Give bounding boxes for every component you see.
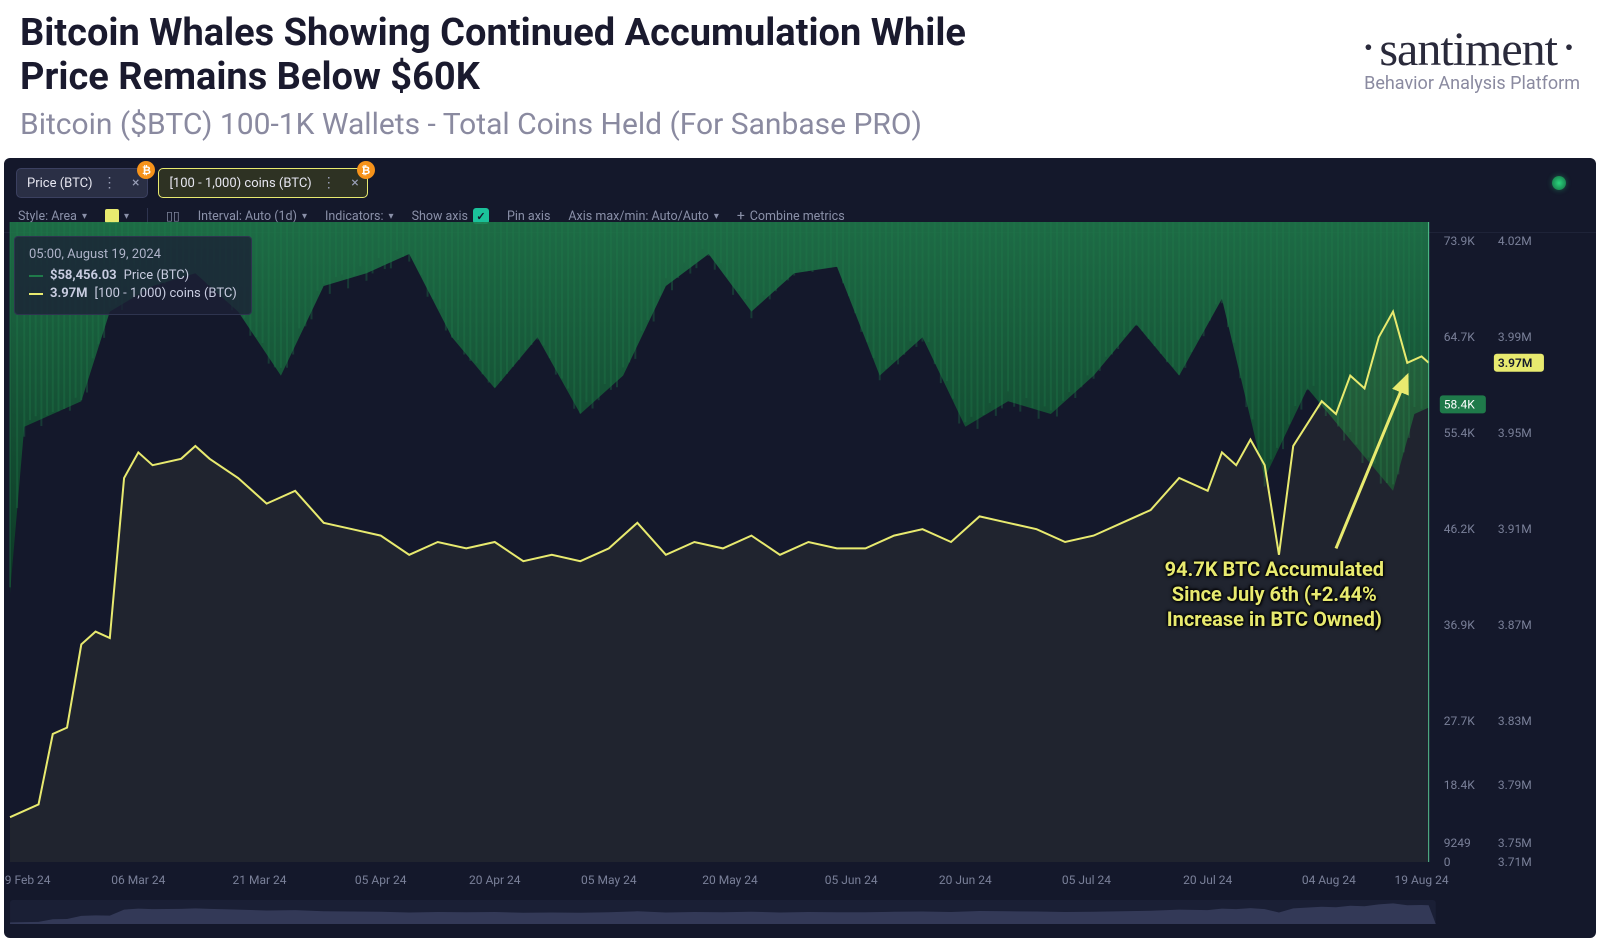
metric-pill-price[interactable]: Price (BTC) ⋮ × ₿ <box>16 168 148 198</box>
svg-text:3.75M: 3.75M <box>1498 836 1532 850</box>
metric-pill-row: Price (BTC) ⋮ × ₿ [100 - 1,000) coins (B… <box>4 158 1596 204</box>
metric-pill-coins[interactable]: [100 - 1,000) coins (BTC) ⋮ × ₿ <box>158 168 367 198</box>
tooltip-row: $58,456.03 Price (BTC) <box>29 268 237 283</box>
page-title: Bitcoin Whales Showing Continued Accumul… <box>20 12 1020 99</box>
svg-text:3.97M: 3.97M <box>1498 356 1533 370</box>
svg-text:19 Aug 24: 19 Aug 24 <box>1395 873 1449 887</box>
chart-app: Price (BTC) ⋮ × ₿ [100 - 1,000) coins (B… <box>4 158 1596 938</box>
svg-text:3.95M: 3.95M <box>1498 427 1532 441</box>
close-icon[interactable]: × <box>351 175 358 191</box>
svg-text:64.7K: 64.7K <box>1444 331 1475 345</box>
svg-text:73.9K: 73.9K <box>1444 235 1475 249</box>
annotation-line: 94.7K BTC Accumulated <box>1144 557 1404 582</box>
annotation-line: Increase in BTC Owned) <box>1144 607 1404 632</box>
svg-text:06 Mar 24: 06 Mar 24 <box>111 873 165 887</box>
svg-text:05 Apr 24: 05 Apr 24 <box>355 873 407 887</box>
pill-label: [100 - 1,000) coins (BTC) <box>169 176 311 191</box>
svg-text:58.4K: 58.4K <box>1444 398 1475 412</box>
svg-text:4.02M: 4.02M <box>1498 235 1532 249</box>
svg-text:27.7K: 27.7K <box>1444 715 1475 729</box>
svg-text:04 Aug 24: 04 Aug 24 <box>1302 873 1356 887</box>
chevron-down-icon: ▾ <box>124 211 129 222</box>
svg-text:20 Jul 24: 20 Jul 24 <box>1183 873 1232 887</box>
tooltip-row: 3.97M [100 - 1,000) coins (BTC) <box>29 286 237 301</box>
color-swatch[interactable]: ▾ <box>105 209 129 223</box>
chart-annotation: 94.7K BTC Accumulated Since July 6th (+2… <box>1144 557 1404 632</box>
svg-text:05 May 24: 05 May 24 <box>581 873 637 887</box>
svg-text:0: 0 <box>1444 855 1451 869</box>
series-dash-icon <box>29 293 43 295</box>
svg-text:18.4K: 18.4K <box>1444 779 1475 793</box>
svg-text:3.79M: 3.79M <box>1498 779 1532 793</box>
svg-text:19 Feb 24: 19 Feb 24 <box>4 873 51 887</box>
chevron-down-icon: ▾ <box>389 211 394 222</box>
series-dash-icon <box>29 275 43 277</box>
page-subtitle: Bitcoin ($BTC) 100-1K Wallets - Total Co… <box>20 107 1020 142</box>
svg-text:21 Mar 24: 21 Mar 24 <box>233 873 287 887</box>
chevron-down-icon: ▾ <box>302 211 307 222</box>
svg-text:46.2K: 46.2K <box>1444 523 1475 537</box>
pill-label: Price (BTC) <box>27 176 92 191</box>
svg-text:36.9K: 36.9K <box>1444 619 1475 633</box>
title-block: Bitcoin Whales Showing Continued Accumul… <box>20 12 1020 142</box>
close-icon[interactable]: × <box>132 175 139 191</box>
kebab-icon[interactable]: ⋮ <box>102 175 117 191</box>
annotation-line: Since July 6th (+2.44% <box>1144 582 1404 607</box>
header: Bitcoin Whales Showing Continued Accumul… <box>0 0 1600 150</box>
brand-name: santiment <box>1356 22 1580 77</box>
status-indicator-icon <box>1552 176 1566 190</box>
bitcoin-badge-icon: ₿ <box>137 161 155 179</box>
tooltip-label: Price (BTC) <box>124 268 189 283</box>
kebab-icon[interactable]: ⋮ <box>322 175 337 191</box>
svg-text:3.71M: 3.71M <box>1498 855 1532 869</box>
tooltip-timestamp: 05:00, August 19, 2024 <box>29 247 237 262</box>
svg-text:9249: 9249 <box>1444 836 1471 850</box>
svg-text:20 Jun 24: 20 Jun 24 <box>939 873 992 887</box>
bitcoin-badge-icon: ₿ <box>357 161 375 179</box>
brand-block: santiment Behavior Analysis Platform <box>1356 12 1580 94</box>
svg-text:3.99M: 3.99M <box>1498 331 1532 345</box>
brand-tagline: Behavior Analysis Platform <box>1356 73 1580 94</box>
hover-tooltip: 05:00, August 19, 2024 $58,456.03 Price … <box>14 236 252 315</box>
svg-text:05 Jul 24: 05 Jul 24 <box>1062 873 1111 887</box>
tooltip-label: [100 - 1,000) coins (BTC) <box>95 286 237 301</box>
color-swatch-icon <box>105 209 119 223</box>
svg-text:3.91M: 3.91M <box>1498 523 1532 537</box>
chevron-down-icon: ▾ <box>714 211 719 222</box>
svg-text:3.83M: 3.83M <box>1498 715 1532 729</box>
tooltip-value: 3.97M <box>50 286 88 301</box>
svg-text:3.87M: 3.87M <box>1498 619 1532 633</box>
chevron-down-icon: ▾ <box>82 211 87 222</box>
svg-text:20 Apr 24: 20 Apr 24 <box>469 873 521 887</box>
svg-text:20 May 24: 20 May 24 <box>702 873 758 887</box>
svg-text:05 Jun 24: 05 Jun 24 <box>825 873 878 887</box>
tooltip-value: $58,456.03 <box>50 268 117 283</box>
svg-text:55.4K: 55.4K <box>1444 427 1475 441</box>
